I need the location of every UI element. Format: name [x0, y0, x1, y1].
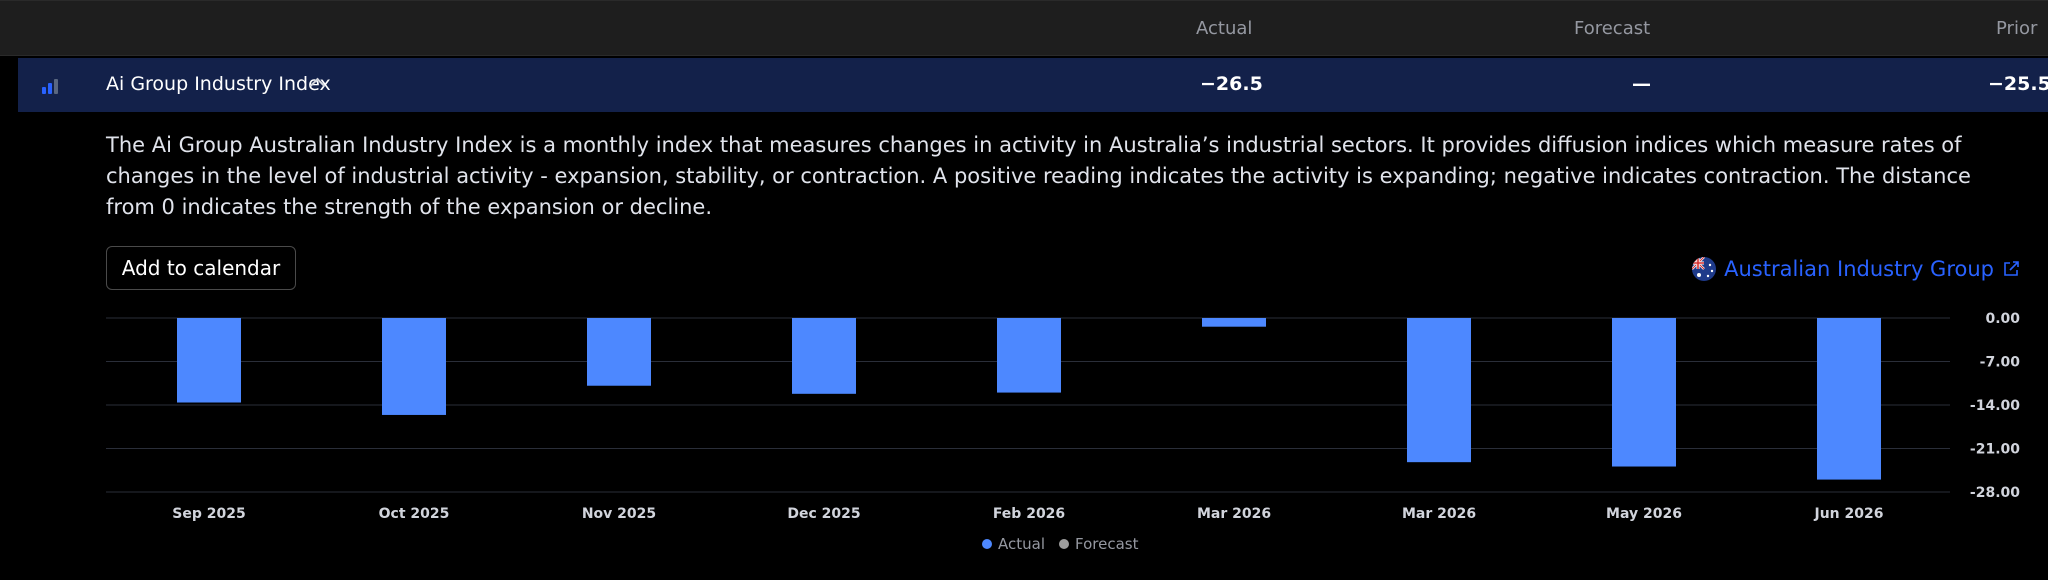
bar-actual[interactable]: [1202, 318, 1266, 327]
bar-actual[interactable]: [1407, 318, 1471, 463]
add-to-calendar-button[interactable]: Add to calendar: [106, 246, 296, 290]
x-tick-label: Oct 2025: [379, 506, 450, 522]
bar-actual[interactable]: [997, 318, 1061, 393]
bar-actual[interactable]: [587, 318, 651, 386]
source-link-label[interactable]: Australian Industry Group: [1724, 257, 1994, 281]
event-row[interactable]: Ai Group Industry Index −26.5 — −25.5: [18, 58, 2048, 112]
event-forecast-value: —: [1632, 73, 1651, 95]
legend-item-actual[interactable]: Actual: [982, 535, 1045, 553]
event-name[interactable]: Ai Group Industry Index: [106, 73, 331, 95]
bar-actual[interactable]: [792, 318, 856, 394]
x-tick-label: Mar 2026: [1197, 506, 1271, 522]
legend-forecast-dot: [1059, 539, 1069, 549]
y-tick-label: -28.00: [1970, 485, 2020, 501]
x-tick-label: Jun 2026: [1814, 506, 1884, 522]
legend-actual-label: Actual: [998, 535, 1045, 553]
forecast-column-header: Forecast: [1574, 18, 1651, 39]
bar-actual[interactable]: [1612, 318, 1676, 467]
x-tick-label: Nov 2025: [582, 506, 656, 522]
event-description: The Ai Group Australian Industry Index i…: [106, 133, 1971, 219]
y-tick-label: -14.00: [1970, 398, 2020, 414]
event-prior-value: −25.5: [1988, 73, 2048, 95]
legend-item-forecast[interactable]: Forecast: [1059, 535, 1138, 553]
source-link[interactable]: Australian Industry Group: [1692, 254, 2020, 284]
table-header: Actual Forecast Prior: [0, 0, 2048, 56]
chart-legend: Actual Forecast: [982, 535, 1138, 553]
industry-index-chart: 0.00 -7.00 -14.00 -21.00 -28.00 Sep 2025 Oct …: [106, 311, 2021, 522]
actual-column-header: Actual: [1196, 18, 1253, 39]
bar-actual[interactable]: [382, 318, 446, 415]
prior-column-header: Prior: [1996, 18, 2038, 39]
x-tick-label: May 2026: [1606, 506, 1682, 522]
x-tick-label: Feb 2026: [993, 506, 1065, 522]
x-tick-label: Sep 2025: [172, 506, 245, 522]
x-tick-label: Dec 2025: [787, 506, 860, 522]
bar-actual[interactable]: [177, 318, 241, 403]
y-tick-label: -7.00: [1980, 355, 2021, 371]
bar-actual[interactable]: [1817, 318, 1881, 480]
y-tick-label: -21.00: [1970, 442, 2020, 458]
x-tick-label: Mar 2026: [1402, 506, 1476, 522]
y-tick-label: 0.00: [1985, 311, 2020, 327]
legend-forecast-label: Forecast: [1075, 535, 1139, 553]
event-actual-value: −26.5: [1200, 73, 1263, 95]
importance-bars-icon: [42, 78, 58, 94]
australia-flag-icon: [1692, 257, 1717, 281]
external-link-icon[interactable]: [2002, 260, 2020, 278]
legend-actual-dot: [982, 539, 992, 549]
